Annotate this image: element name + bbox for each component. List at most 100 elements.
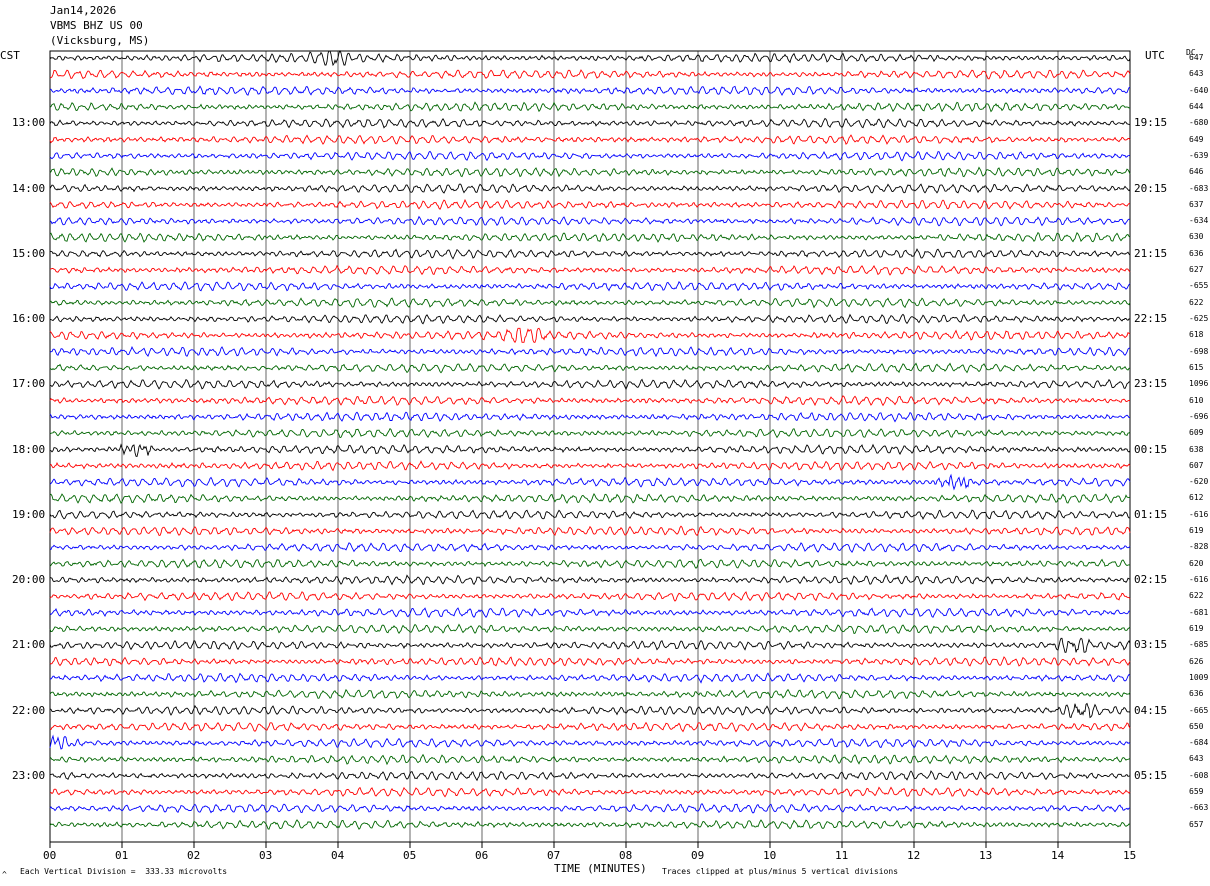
trace-line: [49, 558, 1131, 569]
dc-offset-label: -639: [1189, 150, 1209, 160]
right-hour-label: 05:15: [1134, 768, 1168, 782]
left-hour-label: 17:00: [12, 377, 46, 391]
header-date: Jan14,2026: [50, 4, 117, 17]
trace-line: [49, 327, 1131, 344]
dc-offset-label: 637: [1189, 199, 1204, 209]
dc-offset-label: -684: [1189, 738, 1209, 748]
trace-line: [49, 525, 1131, 537]
x-tick-label: 12: [907, 849, 921, 862]
trace-line: [49, 280, 1131, 292]
dc-offset-label: 644: [1189, 101, 1204, 111]
x-tick-label: 11: [835, 849, 849, 862]
x-tick-label: 04: [331, 849, 345, 862]
trace-line: [49, 231, 1131, 243]
dc-offset-label: -625: [1189, 314, 1209, 323]
dc-offset-label: -696: [1189, 411, 1209, 421]
x-tick-label: 15: [1123, 849, 1137, 862]
trace-line: [49, 198, 1131, 210]
dc-offset-label: -620: [1189, 477, 1209, 487]
right-hour-label: 21:15: [1134, 246, 1168, 260]
left-hour-label: 13:00: [12, 116, 46, 130]
trace-line: [49, 542, 1131, 554]
dc-offset-label: 630: [1189, 232, 1204, 242]
dc-offset-label: -616: [1189, 575, 1209, 584]
left-hour-label: 15:00: [12, 246, 46, 260]
right-hour-label: 04:15: [1134, 703, 1168, 717]
dc-offset-label: 643: [1189, 69, 1204, 79]
right-timezone-label: UTC: [1145, 49, 1165, 62]
trace-line: [49, 688, 1131, 700]
dc-offset-label: 647: [1189, 53, 1204, 62]
trace-line: [49, 101, 1130, 113]
left-hour-label: 18:00: [12, 442, 46, 456]
trace-group: [49, 50, 1131, 830]
trace-line: [49, 50, 1131, 67]
trace-line: [49, 166, 1131, 178]
dc-offset-label: -665: [1189, 705, 1209, 715]
x-tick-label: 01: [115, 849, 129, 862]
dc-offset-label: 622: [1189, 297, 1204, 307]
dc-offset-label: -683: [1189, 183, 1209, 193]
dc-offset-label: 649: [1189, 134, 1204, 144]
x-tick-label: 10: [763, 849, 777, 862]
dc-offset-label: 636: [1189, 248, 1204, 258]
trace-line: [49, 574, 1131, 586]
x-tick-label: 02: [187, 849, 201, 862]
x-tick-label: 07: [547, 849, 561, 862]
x-tick-label: 09: [691, 849, 705, 862]
right-hour-label: 02:15: [1134, 573, 1168, 586]
trace-line: [49, 721, 1131, 733]
dc-offset-label: -663: [1189, 803, 1209, 813]
trace-line: [49, 753, 1131, 766]
trace-line: [49, 734, 1131, 750]
trace-line: [49, 150, 1131, 162]
dc-offset-label: -681: [1189, 607, 1209, 617]
dc-offset-label: 638: [1189, 444, 1204, 454]
trace-line: [49, 623, 1131, 635]
dc-offset-label: 622: [1189, 591, 1204, 601]
trace-line: [49, 248, 1131, 260]
trace-line: [49, 134, 1131, 145]
trace-line: [49, 637, 1131, 653]
trace-line: [49, 672, 1131, 684]
left-hour-label: 20:00: [12, 573, 46, 586]
dc-offset-label: -655: [1189, 281, 1209, 291]
x-tick-label: 08: [619, 849, 633, 862]
trace-line: [49, 69, 1131, 80]
dc-offset-label: -698: [1189, 346, 1209, 356]
dc-offset-label: 1009: [1189, 672, 1209, 682]
trace-line: [49, 460, 1131, 472]
trace-line: [49, 362, 1131, 374]
dc-offset-label: 619: [1189, 526, 1204, 536]
left-hour-label: 21:00: [12, 638, 46, 652]
trace-line: [49, 183, 1131, 194]
x-tick-label: 14: [1051, 849, 1065, 862]
right-hour-label: 03:15: [1134, 638, 1168, 652]
dc-offset-label: 620: [1189, 558, 1204, 568]
left-hour-label: 22:00: [12, 703, 46, 717]
trace-line: [49, 215, 1131, 227]
right-hour-label: 01:15: [1134, 507, 1168, 521]
dc-offset-label: -616: [1189, 509, 1209, 519]
trace-line: [49, 395, 1130, 407]
dc-offset-label: 612: [1189, 493, 1204, 503]
right-hour-label: 23:15: [1134, 377, 1168, 391]
dc-offset-label: 650: [1189, 721, 1204, 731]
trace-line: [49, 297, 1131, 309]
trace-line: [49, 509, 1131, 520]
right-hour-label: 20:15: [1134, 181, 1168, 195]
dc-offset-label: 636: [1189, 689, 1204, 699]
left-hour-label: 16:00: [12, 312, 46, 325]
x-axis-ticks: [49, 842, 1131, 848]
x-tick-label: 06: [475, 849, 489, 862]
dc-offset-label: -685: [1189, 640, 1209, 650]
dc-offset-label: 619: [1189, 623, 1204, 633]
dc-offset-label: 643: [1189, 754, 1204, 764]
header-station: VBMS BHZ US 00: [50, 19, 143, 32]
clip-note: Traces clipped at plus/minus 5 vertical …: [662, 867, 899, 876]
trace-line: [49, 378, 1131, 391]
dc-offset-label: 657: [1189, 819, 1204, 829]
trace-line: [49, 607, 1131, 618]
plot-frame: [49, 50, 1131, 843]
